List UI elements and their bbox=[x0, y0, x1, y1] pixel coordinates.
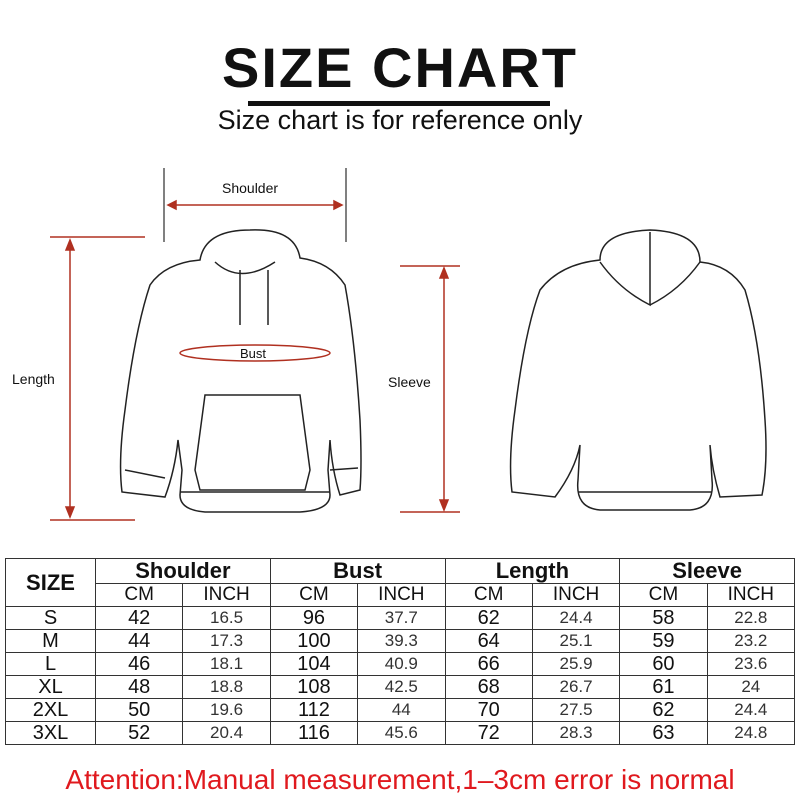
table-row: XL 48 18.8 108 42.5 68 26.7 61 24 bbox=[5, 675, 796, 699]
table-row: 3XL 52 20.4 116 45.6 72 28.3 63 24.8 bbox=[5, 721, 796, 745]
inch-cell: 23.6 bbox=[706, 652, 796, 676]
inch-cell: 16.5 bbox=[182, 606, 271, 630]
inch-cell: 44 bbox=[357, 698, 446, 722]
cm-cell: 66 bbox=[444, 652, 533, 676]
inch-cell: 25.1 bbox=[531, 629, 621, 653]
inch-cell: 24.4 bbox=[531, 606, 621, 630]
sleeve-label: Sleeve bbox=[388, 374, 431, 390]
inch-cell: 25.9 bbox=[531, 652, 621, 676]
bust-label: Bust bbox=[240, 346, 267, 361]
table-header-units: CM INCH CM INCH CM INCH CM INCH bbox=[6, 583, 796, 607]
cm-cell: 72 bbox=[444, 721, 533, 745]
table-row: S 42 16.5 96 37.7 62 24.4 58 22.8 bbox=[5, 606, 796, 630]
cm-cell: 62 bbox=[619, 698, 708, 722]
cm-cell: 96 bbox=[269, 606, 359, 630]
cm-cell: 116 bbox=[269, 721, 359, 745]
inch-cell: 45.6 bbox=[357, 721, 446, 745]
group-header: Sleeve bbox=[619, 558, 795, 584]
measurement-arrows bbox=[50, 168, 460, 521]
subtitle: Size chart is for reference only bbox=[217, 105, 583, 135]
inch-cell: 26.7 bbox=[531, 675, 621, 699]
unit-header: CM bbox=[619, 583, 708, 607]
cm-cell: 70 bbox=[444, 698, 533, 722]
inch-cell: 40.9 bbox=[357, 652, 446, 676]
inch-cell: 28.3 bbox=[531, 721, 621, 745]
size-cell: S bbox=[5, 606, 96, 630]
cm-cell: 59 bbox=[619, 629, 708, 653]
inch-cell: 17.3 bbox=[182, 629, 271, 653]
size-cell: M bbox=[5, 629, 96, 653]
size-header: SIZE bbox=[5, 558, 96, 607]
size-cell: 2XL bbox=[5, 698, 96, 722]
title-underline bbox=[248, 101, 550, 106]
inch-cell: 42.5 bbox=[357, 675, 446, 699]
attention-note: Attention:Manual measurement,1–3cm error… bbox=[65, 764, 735, 795]
inch-cell: 23.2 bbox=[706, 629, 796, 653]
table-row: M 44 17.3 100 39.3 64 25.1 59 23.2 bbox=[5, 629, 796, 653]
cm-cell: 44 bbox=[94, 629, 184, 653]
cm-cell: 104 bbox=[269, 652, 359, 676]
cm-cell: 100 bbox=[269, 629, 359, 653]
hoodie-front bbox=[119, 229, 362, 513]
inch-cell: 24.8 bbox=[706, 721, 796, 745]
size-table: SIZE Shoulder Bust Length Sleeve CM INCH C… bbox=[5, 558, 796, 745]
cm-cell: 58 bbox=[619, 606, 708, 630]
cm-cell: 112 bbox=[269, 698, 359, 722]
cm-cell: 63 bbox=[619, 721, 708, 745]
cm-cell: 50 bbox=[94, 698, 184, 722]
table-row: 2XL 50 19.6 112 44 70 27.5 62 24.4 bbox=[5, 698, 796, 722]
table-header-groups: SIZE Shoulder Bust Length Sleeve bbox=[5, 558, 795, 607]
size-cell: XL bbox=[5, 675, 96, 699]
group-header: Bust bbox=[269, 558, 446, 584]
shoulder-label: Shoulder bbox=[222, 180, 279, 196]
inch-cell: 27.5 bbox=[531, 698, 621, 722]
unit-header: INCH bbox=[531, 583, 621, 607]
unit-header: INCH bbox=[357, 583, 446, 607]
inch-cell: 18.8 bbox=[182, 675, 271, 699]
length-label: Length bbox=[12, 371, 55, 387]
unit-header: INCH bbox=[706, 583, 796, 607]
group-header: Length bbox=[444, 558, 621, 584]
cm-cell: 52 bbox=[94, 721, 184, 745]
inch-cell: 19.6 bbox=[182, 698, 271, 722]
unit-header: INCH bbox=[182, 583, 271, 607]
cm-cell: 42 bbox=[94, 606, 184, 630]
cm-cell: 62 bbox=[444, 606, 533, 630]
inch-cell: 24 bbox=[706, 675, 796, 699]
table-row: L 46 18.1 104 40.9 66 25.9 60 23.6 bbox=[5, 652, 796, 676]
cm-cell: 64 bbox=[444, 629, 533, 653]
inch-cell: 37.7 bbox=[357, 606, 446, 630]
unit-header: CM bbox=[94, 583, 184, 607]
inch-cell: 22.8 bbox=[706, 606, 796, 630]
size-cell: 3XL bbox=[5, 721, 96, 745]
unit-header: CM bbox=[444, 583, 533, 607]
size-cell: L bbox=[5, 652, 96, 676]
inch-cell: 39.3 bbox=[357, 629, 446, 653]
cm-cell: 60 bbox=[619, 652, 708, 676]
inch-cell: 18.1 bbox=[182, 652, 271, 676]
cm-cell: 61 bbox=[619, 675, 708, 699]
hoodie-back bbox=[509, 229, 767, 511]
cm-cell: 68 bbox=[444, 675, 533, 699]
cm-cell: 46 bbox=[94, 652, 184, 676]
cm-cell: 108 bbox=[269, 675, 359, 699]
unit-header: CM bbox=[269, 583, 359, 607]
inch-cell: 24.4 bbox=[706, 698, 796, 722]
cm-cell: 48 bbox=[94, 675, 184, 699]
group-header: Shoulder bbox=[95, 558, 271, 584]
hoodie-diagram bbox=[50, 168, 767, 521]
page-title: SIZE CHART bbox=[222, 36, 578, 99]
inch-cell: 20.4 bbox=[182, 721, 271, 745]
